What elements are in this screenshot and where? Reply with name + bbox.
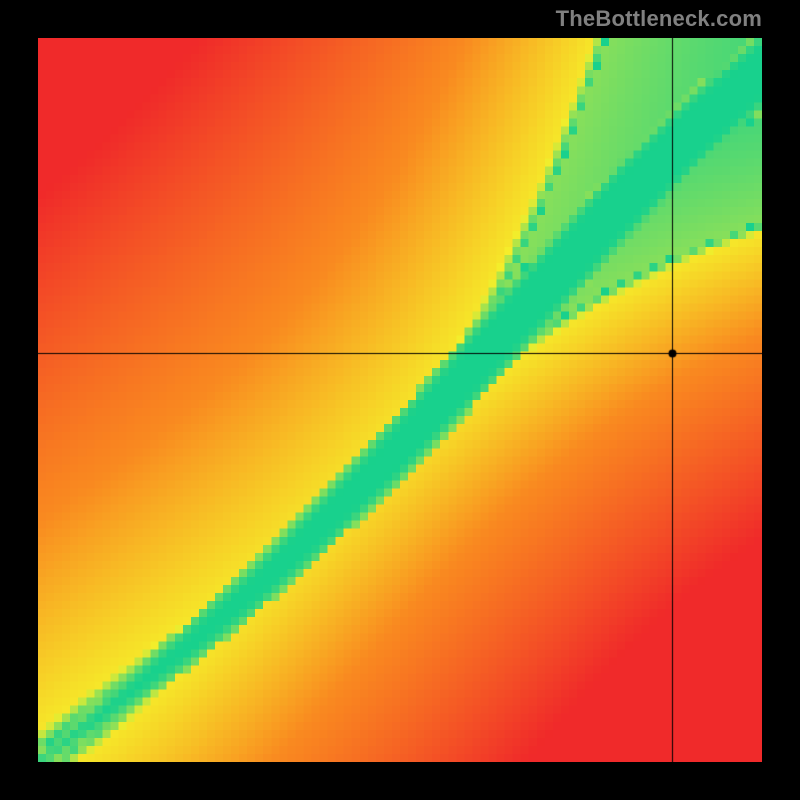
crosshair-overlay bbox=[38, 38, 762, 762]
chart-container: { "watermark": { "text": "TheBottleneck.… bbox=[0, 0, 800, 800]
watermark-text: TheBottleneck.com bbox=[556, 6, 762, 32]
